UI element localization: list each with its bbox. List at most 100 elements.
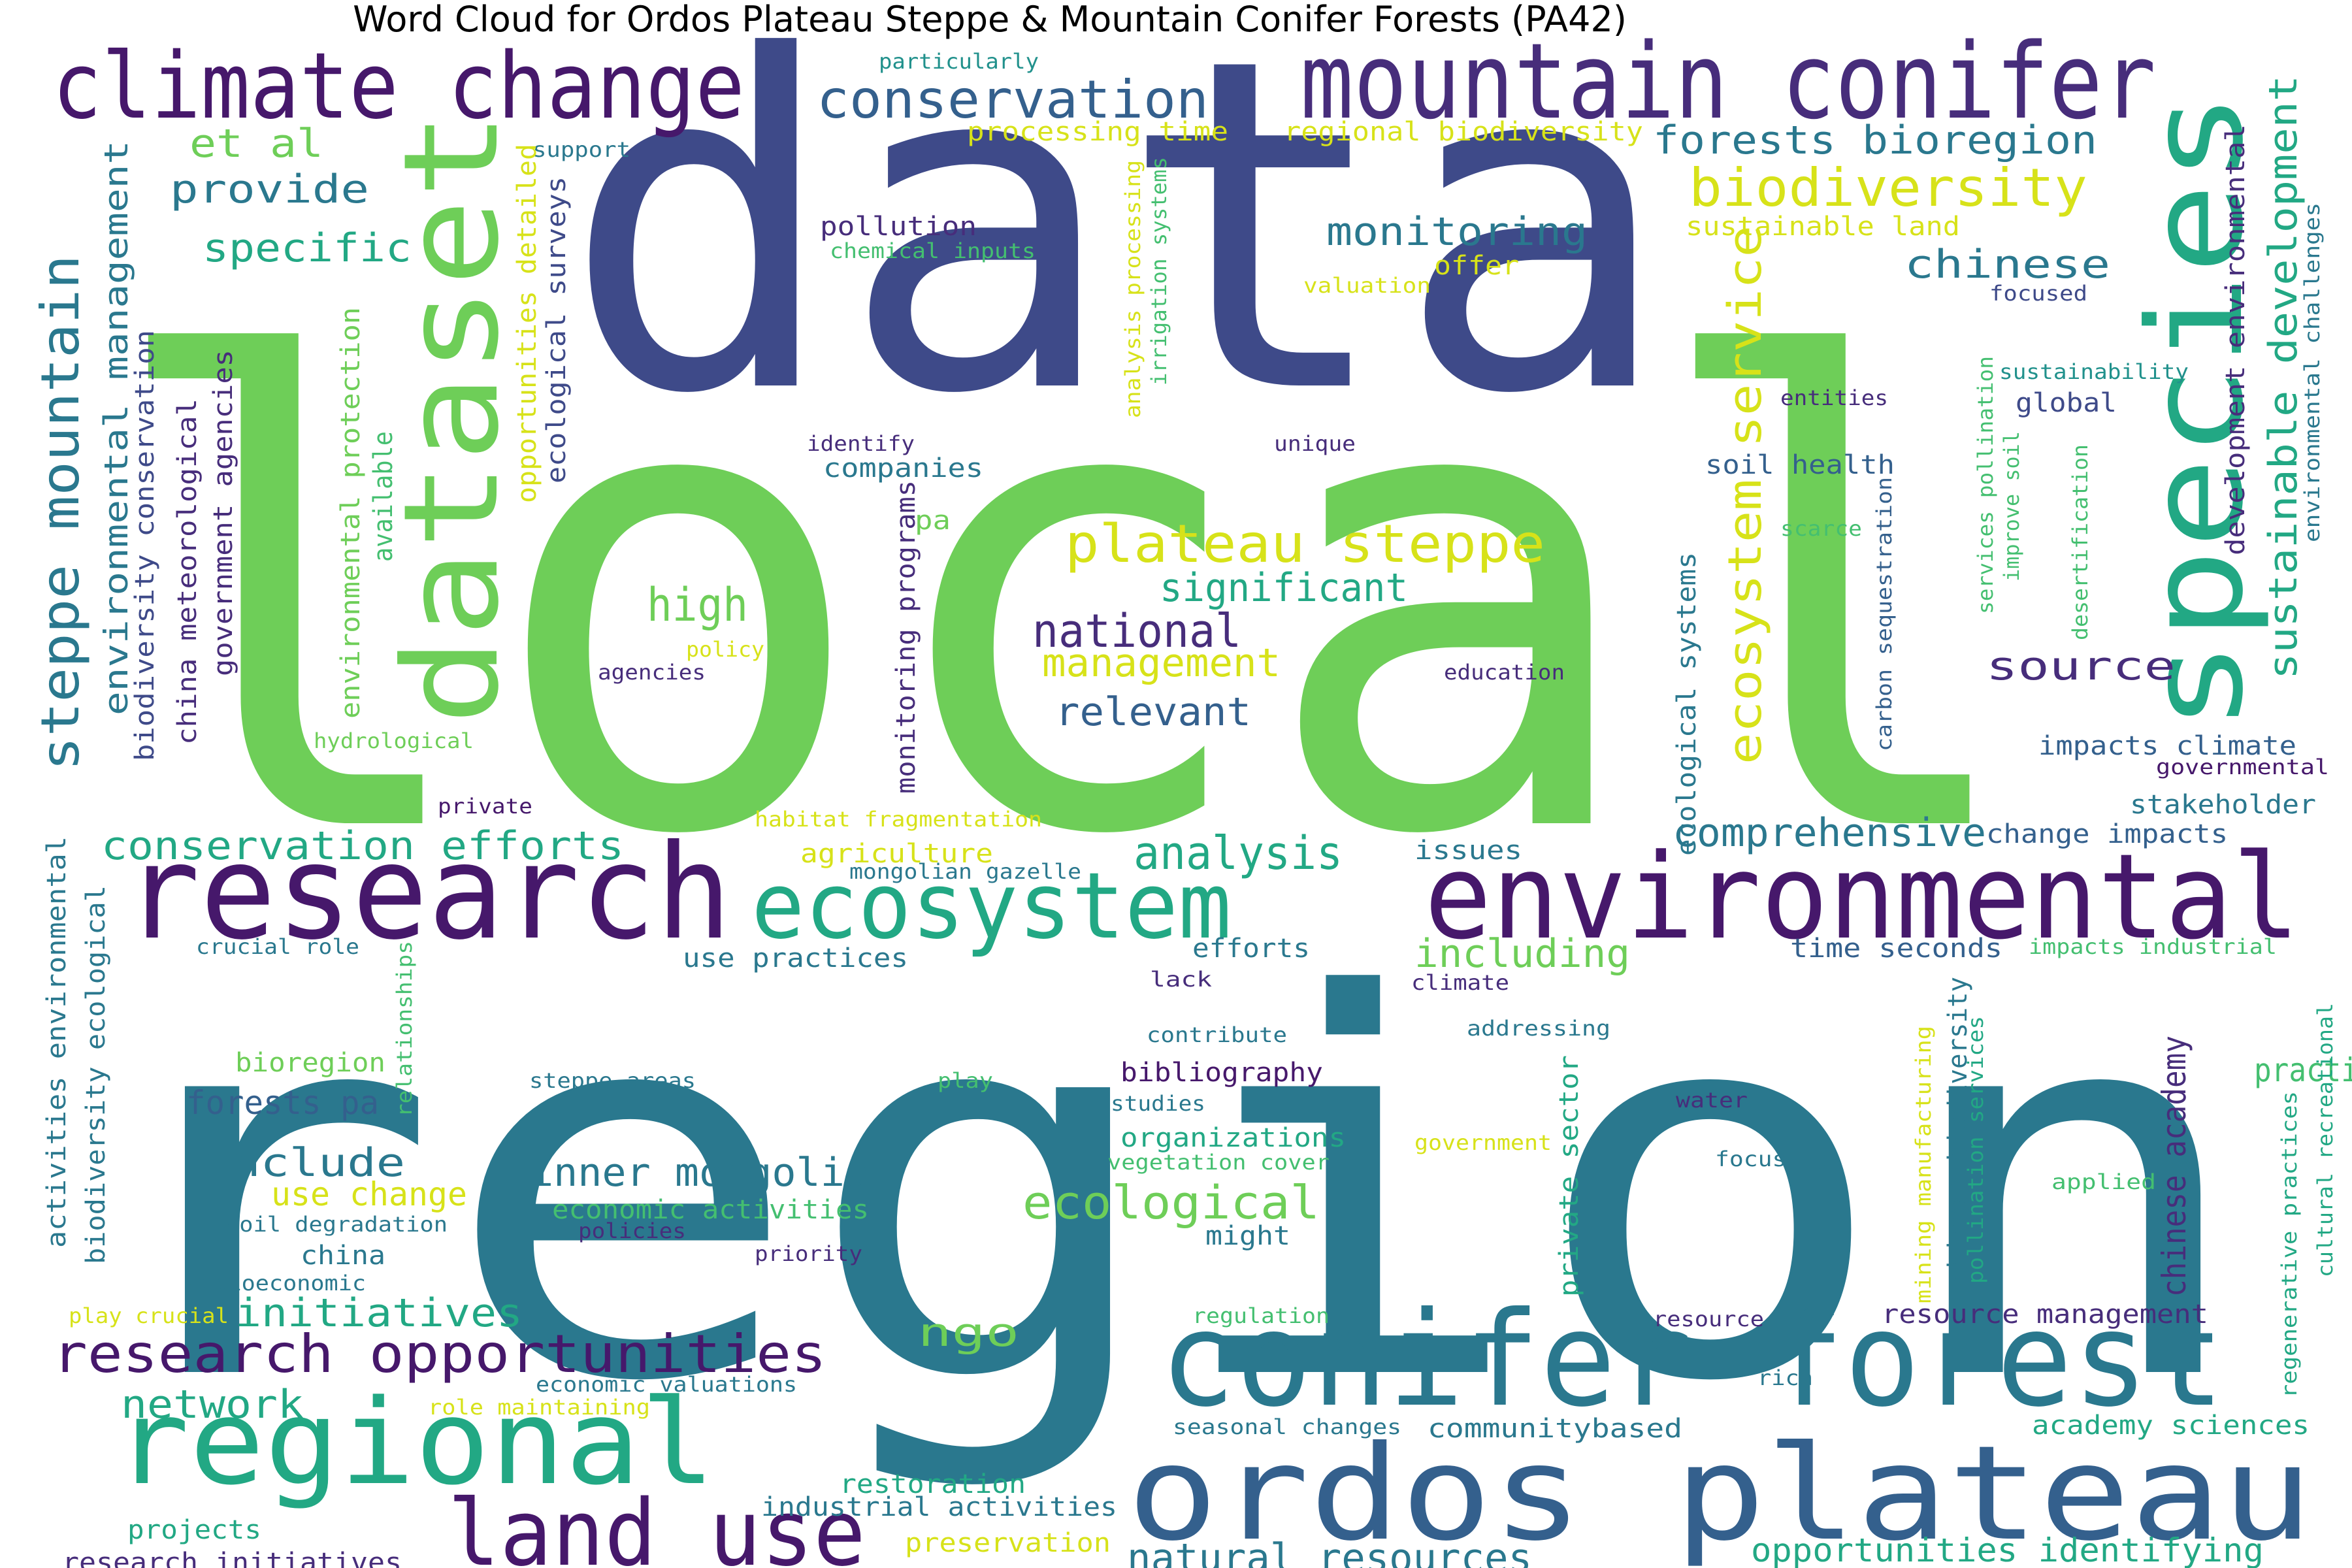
word-chemical-inputs: chemical inputs — [830, 238, 1036, 263]
word-services-pollination: services pollination — [1973, 356, 1998, 614]
word-seasonal-changes: seasonal changes — [1173, 1414, 1401, 1439]
word-environmental-challenges: environmental challenges — [2300, 203, 2325, 542]
word-comprehensive: comprehensive — [1673, 810, 1986, 856]
word-land-use: land use — [448, 1480, 866, 1568]
word-provide: provide — [170, 167, 369, 212]
word-issues: issues — [1414, 836, 1522, 866]
word-use-practices: use practices — [683, 943, 908, 973]
word-biodiversity-conservation: biodiversity conservation — [130, 330, 160, 761]
word-environmental-management: environmental management — [97, 140, 135, 715]
word-applied: applied — [2051, 1169, 2156, 1194]
word-conifer-forest: conifer forest — [1160, 1284, 2225, 1436]
word-communitybased: communitybased — [1428, 1414, 1682, 1444]
word-inner-mongolia: inner mongolia — [529, 1150, 869, 1196]
word-biodiversity: biodiversity — [1689, 157, 2087, 218]
word-analysis: analysis — [1134, 826, 1343, 880]
word-priority: priority — [755, 1241, 862, 1266]
word-china: china — [301, 1241, 385, 1271]
word-valuation: valuation — [1303, 273, 1431, 298]
word-hydrological: hydrological — [314, 728, 474, 753]
word-impacts-industrial: impacts industrial — [2029, 934, 2277, 959]
word-ecological-surveys: ecological surveys — [542, 176, 572, 483]
word-monitoring: monitoring — [1326, 209, 1588, 255]
word-government-agencies: government agencies — [208, 350, 238, 676]
word-relationships: relationships — [392, 941, 417, 1117]
word-pollution: pollution — [820, 212, 977, 242]
word-include: include — [203, 1140, 405, 1186]
word-available: available — [368, 431, 399, 562]
word-conservation: conservation — [817, 69, 1209, 130]
word-sustainable-development: sustainable development — [2261, 75, 2306, 679]
word-processing-time: processing time — [967, 117, 1228, 147]
word-climate-change: climate change — [52, 33, 745, 140]
word-regenerative-practices: regenerative practices — [2277, 1091, 2302, 1398]
word-agencies: agencies — [598, 660, 706, 685]
word-relevant: relevant — [1055, 689, 1251, 735]
word-identify: identify — [807, 431, 915, 456]
word-forests-bioregion: forests bioregion — [1653, 118, 2097, 163]
word-region: region — [78, 887, 2254, 1495]
word-china-meteorological: china meteorological — [172, 399, 203, 745]
word-play: play — [938, 1068, 993, 1093]
word-government: government — [1414, 1130, 1552, 1155]
word-irrigation-systems: irrigation systems — [1147, 157, 1171, 385]
word-might: might — [1205, 1221, 1290, 1251]
word-contribute: contribute — [1147, 1022, 1287, 1047]
word-environmental: environmental — [1424, 829, 2300, 966]
word-conservation-efforts: conservation efforts — [101, 823, 624, 869]
word-change-impacts: change impacts — [1986, 819, 2228, 849]
word-local: local — [98, 229, 2032, 975]
word-activities-environmental: activities environmental — [42, 836, 72, 1248]
word-steppe-areas: steppe areas — [529, 1068, 696, 1093]
word-particularly: particularly — [879, 49, 1039, 74]
word-vegetation-cover: vegetation cover — [1107, 1150, 1330, 1175]
word-resource-management: resource management — [1882, 1299, 2208, 1330]
word-bibliography: bibliography — [1120, 1058, 1323, 1088]
word-environmental-protection: environmental protection — [336, 307, 366, 719]
word-source: source — [1986, 644, 2176, 689]
word-agriculture: agriculture — [800, 839, 993, 869]
word-monitoring-programs: monitoring programs — [891, 480, 921, 794]
word-restoration: restoration — [840, 1469, 1026, 1499]
word-national: national — [1032, 604, 1241, 658]
word-pollination-services: pollination services — [1963, 1016, 1988, 1284]
word-companies: companies — [823, 453, 983, 483]
word-unique: unique — [1274, 431, 1356, 456]
word-management: management — [1042, 640, 1281, 686]
word-biodiversity-ecological: biodiversity ecological — [81, 885, 111, 1264]
word-research: research — [124, 817, 732, 969]
word-support: support — [532, 137, 630, 162]
word-stakeholder: stakeholder — [2130, 790, 2316, 820]
word-global: global — [2016, 388, 2117, 418]
word-efforts: efforts — [1192, 934, 1310, 964]
word-improve-soil: improve soil — [1999, 431, 2024, 581]
word-opportunities-identifying: opportunities identifying — [1751, 1531, 2264, 1568]
word-preservation: preservation — [905, 1528, 1111, 1558]
word-socioeconomic: socioeconomic — [186, 1271, 366, 1296]
word-focusing: focusing — [1715, 1147, 1829, 1171]
word-water: water — [1676, 1088, 1748, 1113]
word-natural-resources: natural resources — [1127, 1535, 1532, 1568]
word-plateau-steppe: plateau steppe — [1065, 514, 1545, 574]
word-mongolian-gazelle: mongolian gazelle — [849, 859, 1081, 884]
word-private-sector: private sector — [1554, 1055, 1584, 1297]
word-impacts-climate: impacts climate — [2038, 731, 2296, 761]
word-policy: policy — [686, 637, 764, 662]
word-significant: significant — [1160, 565, 1408, 611]
word-governmental: governmental — [2156, 755, 2329, 779]
word-data: data — [562, 0, 1673, 494]
word-private: private — [438, 794, 532, 819]
word-entities: entities — [1780, 385, 1888, 410]
word-species: species — [2120, 91, 2272, 732]
word-offer: offer — [1434, 251, 1519, 281]
word-desertification: desertification — [2068, 444, 2093, 640]
word-dataset: dataset — [376, 111, 528, 725]
word-steppe-mountain: steppe mountain — [30, 255, 91, 771]
word-sustainability: sustainability — [1999, 359, 2189, 384]
word-ecosystem: ecosystem — [751, 853, 1232, 960]
word-economic-valuations: economic valuations — [536, 1372, 797, 1397]
figure-title: Word Cloud for Ordos Plateau Steppe & Mo… — [353, 0, 1627, 40]
word-specific: specific — [203, 225, 412, 271]
word-organizations: organizations — [1120, 1123, 1346, 1153]
word-education: education — [1444, 660, 1565, 685]
